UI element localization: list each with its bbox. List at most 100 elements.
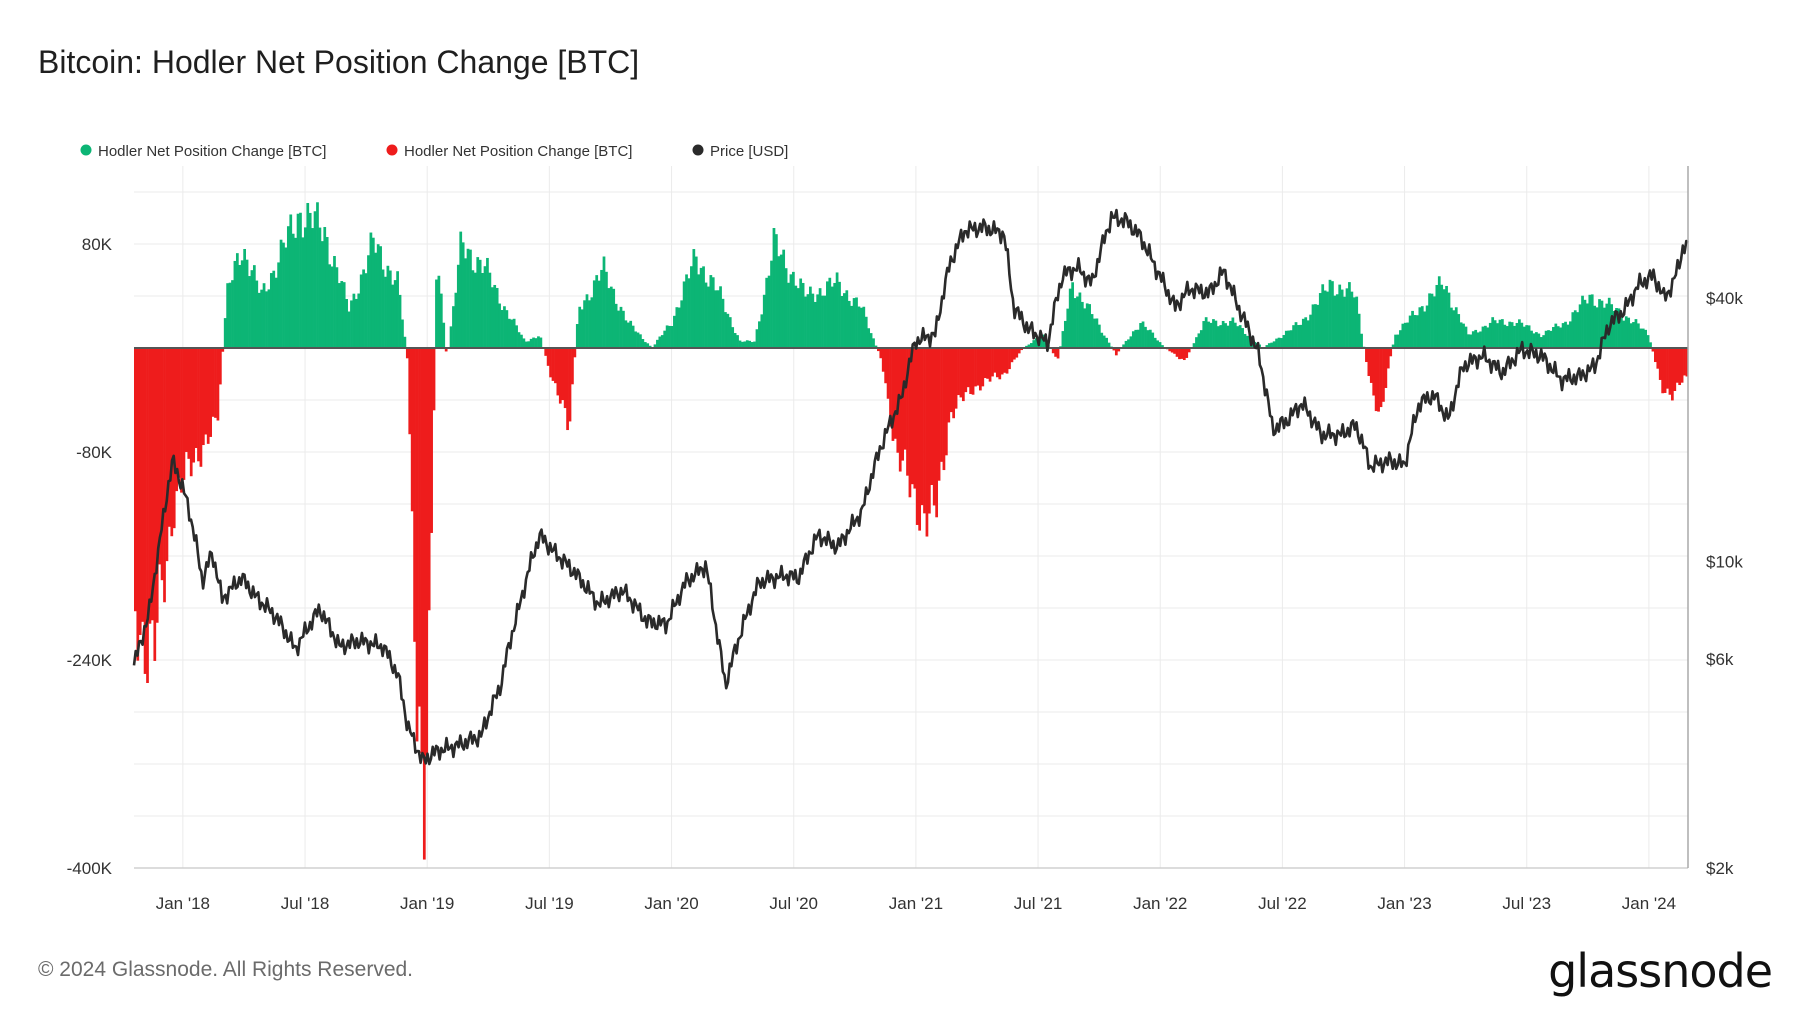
net-position-bar xyxy=(1051,348,1055,354)
net-position-bar xyxy=(286,226,290,348)
net-position-bar xyxy=(1107,342,1111,348)
net-position-bar xyxy=(1095,318,1099,348)
net-position-bar xyxy=(1321,284,1325,348)
y-right-tick-label: $2k xyxy=(1706,859,1734,878)
net-position-bar xyxy=(1010,348,1014,363)
net-position-bar xyxy=(881,348,885,372)
legend-marker xyxy=(386,144,398,156)
net-position-bar xyxy=(1442,289,1446,348)
net-position-bar xyxy=(566,348,569,431)
net-position-bar xyxy=(741,341,744,348)
net-position-bar xyxy=(427,348,431,611)
net-position-bar xyxy=(1338,284,1342,348)
net-position-bar xyxy=(308,212,312,348)
net-position-bar xyxy=(248,276,251,348)
y-right-tick-label: $40k xyxy=(1706,289,1743,308)
net-position-bar xyxy=(592,280,596,348)
net-position-bar xyxy=(755,329,759,348)
net-position-bar xyxy=(303,227,307,348)
net-position-bar xyxy=(813,301,817,348)
net-position-bar xyxy=(1452,310,1456,348)
net-position-bar xyxy=(1238,325,1242,348)
net-position-bar xyxy=(1127,339,1130,348)
net-position-bar xyxy=(1287,330,1291,348)
net-position-bar xyxy=(733,333,737,348)
net-position-bar xyxy=(903,348,907,450)
net-position-bar xyxy=(1306,320,1310,348)
net-position-bar xyxy=(1654,348,1657,363)
net-position-bar xyxy=(320,241,324,348)
net-position-bar xyxy=(702,266,705,348)
net-position-bar xyxy=(507,318,511,348)
net-position-bar xyxy=(1396,334,1400,348)
net-position-bar xyxy=(571,348,574,385)
net-position-bar xyxy=(663,330,667,348)
net-position-bar xyxy=(930,348,934,485)
net-position-bar xyxy=(1394,334,1397,348)
net-position-bar xyxy=(1615,308,1618,348)
net-position-bar xyxy=(816,294,820,348)
net-position-bar xyxy=(918,348,922,531)
net-position-bar xyxy=(1416,315,1419,348)
net-position-bar xyxy=(265,291,268,348)
net-position-bar xyxy=(194,348,198,449)
net-position-bar xyxy=(864,316,868,348)
x-tick-label: Jul '19 xyxy=(525,894,574,913)
net-position-bar xyxy=(660,335,664,348)
net-position-bar xyxy=(1459,322,1463,348)
net-position-bar xyxy=(1510,322,1514,348)
net-position-bar xyxy=(354,298,358,348)
net-position-bar xyxy=(809,286,812,348)
net-position-bar xyxy=(1233,322,1237,348)
net-position-bar xyxy=(1017,348,1021,354)
net-position-bar xyxy=(136,348,140,661)
net-position-bar xyxy=(1292,325,1295,348)
net-position-bar xyxy=(388,270,392,348)
net-position-bar xyxy=(1272,341,1276,348)
net-position-bar xyxy=(1102,335,1106,348)
net-position-bar xyxy=(1199,330,1203,348)
net-position-bar xyxy=(758,321,761,348)
y-right-tick-label: $10k xyxy=(1706,553,1743,572)
net-position-bar xyxy=(512,318,516,348)
net-position-bar xyxy=(1335,294,1339,348)
net-position-bar xyxy=(784,268,788,348)
net-position-bar xyxy=(430,348,433,533)
net-position-bar xyxy=(787,282,790,348)
net-position-bar xyxy=(821,295,824,348)
net-position-bar xyxy=(151,348,154,621)
y-right-tick-label: $6k xyxy=(1706,650,1734,669)
net-position-bar xyxy=(1527,325,1531,348)
net-position-bar xyxy=(252,265,256,348)
net-position-bar xyxy=(1603,307,1606,348)
net-position-bar xyxy=(214,348,217,418)
net-position-bar xyxy=(1112,348,1116,351)
net-position-bar xyxy=(1105,337,1108,348)
net-position-bar xyxy=(675,307,679,348)
net-position-bar xyxy=(1403,322,1407,348)
net-position-bar xyxy=(454,292,458,348)
net-position-bar xyxy=(1090,314,1094,348)
net-position-bar xyxy=(1134,329,1138,348)
net-position-bar xyxy=(175,348,179,492)
net-position-bar xyxy=(493,284,497,348)
net-position-bar xyxy=(1345,288,1349,348)
net-position-bar xyxy=(1423,311,1427,348)
net-position-bar xyxy=(626,322,630,348)
net-position-bar xyxy=(597,280,601,348)
net-position-bar xyxy=(908,348,912,498)
net-position-bar xyxy=(1129,336,1133,348)
net-position-bar xyxy=(857,306,861,348)
net-position-bar xyxy=(886,348,890,399)
net-position-bar xyxy=(483,266,487,348)
net-position-bar xyxy=(396,271,399,348)
net-position-bar xyxy=(974,348,977,387)
legend-marker xyxy=(80,144,92,156)
net-position-bar xyxy=(1559,327,1563,348)
net-position-bar xyxy=(187,348,191,459)
net-position-bar xyxy=(738,340,742,348)
net-position-bar xyxy=(1182,348,1186,361)
legend[interactable]: Hodler Net Position Change [BTC] Hodler N… xyxy=(80,143,789,160)
net-position-bar xyxy=(874,345,878,348)
net-position-bar xyxy=(1532,333,1536,348)
